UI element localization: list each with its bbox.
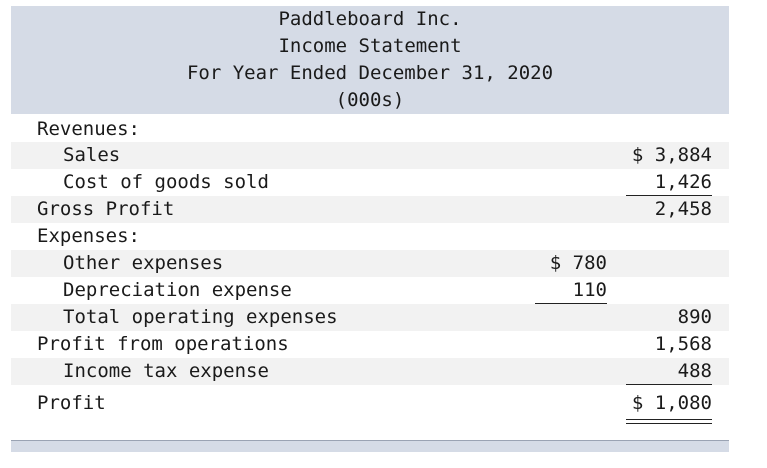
row-depreciation: Depreciation expense 110 xyxy=(11,277,729,304)
amount-profit-operations: 1,568 xyxy=(654,333,712,355)
amount-depreciation: 110 xyxy=(572,279,607,301)
row-total-operating: Total operating expenses 890 xyxy=(11,304,729,331)
row-label: Total operating expenses xyxy=(63,306,338,328)
row-revenues: Revenues: xyxy=(11,116,729,142)
underline xyxy=(535,303,607,304)
statement-period: For Year Ended December 31, 2020 xyxy=(186,62,554,84)
amount-other-expenses: $ 780 xyxy=(549,252,607,274)
row-label: Depreciation expense xyxy=(63,279,292,301)
row-other-expenses: Other expenses $ 780 xyxy=(11,250,729,277)
amount-gross-profit: 2,458 xyxy=(654,198,712,220)
row-label: Profit xyxy=(37,392,106,414)
footer-bar xyxy=(11,440,729,452)
row-label: Revenues: xyxy=(37,118,140,140)
statement-title: Income Statement xyxy=(278,35,462,57)
double-underline xyxy=(626,419,712,424)
statement-units: (000s) xyxy=(335,89,405,111)
row-label: Income tax expense xyxy=(63,360,269,382)
amount-profit: $ 1,080 xyxy=(631,392,712,414)
row-sales: Sales $ 3,884 xyxy=(11,142,729,169)
company-name: Paddleboard Inc. xyxy=(278,8,462,30)
row-profit-operations: Profit from operations 1,568 xyxy=(11,331,729,358)
row-label: Cost of goods sold xyxy=(63,171,269,193)
row-expenses: Expenses: xyxy=(11,223,729,250)
row-label: Other expenses xyxy=(63,252,224,274)
row-cogs: Cost of goods sold 1,426 xyxy=(11,169,729,196)
underline xyxy=(626,384,712,385)
row-gross-profit: Gross Profit 2,458 xyxy=(11,196,729,223)
row-profit: Profit $ 1,080 xyxy=(11,385,729,424)
row-label: Profit from operations xyxy=(37,333,289,355)
row-label: Sales xyxy=(63,144,121,166)
underline xyxy=(626,195,712,196)
amount-total-operating: 890 xyxy=(677,306,712,328)
row-label: Expenses: xyxy=(37,225,140,247)
row-label: Gross Profit xyxy=(37,198,175,220)
row-income-tax: Income tax expense 488 xyxy=(11,358,729,385)
amount-income-tax: 488 xyxy=(677,360,712,382)
amount-sales: $ 3,884 xyxy=(631,144,712,166)
amount-cogs: 1,426 xyxy=(654,171,712,193)
statement-header: Paddleboard Inc. Income Statement For Ye… xyxy=(11,6,729,114)
income-statement: Paddleboard Inc. Income Statement For Ye… xyxy=(11,6,729,424)
